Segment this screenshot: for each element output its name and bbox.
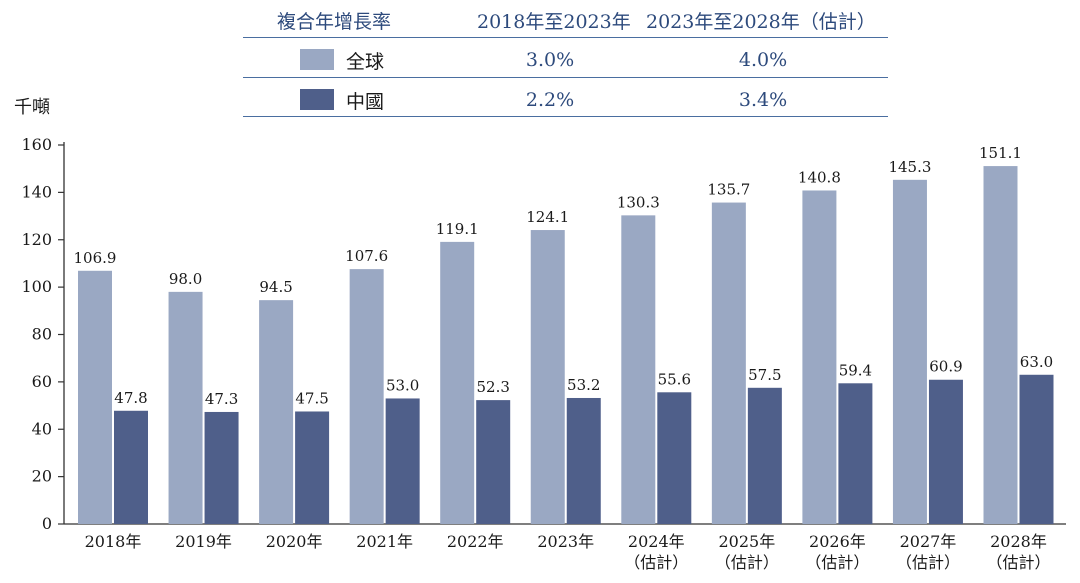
data-label-china: 53.0: [386, 376, 419, 394]
data-label-china: 47.5: [295, 389, 328, 407]
y-tick-label: 100: [21, 277, 52, 296]
data-label-china: 60.9: [929, 358, 962, 376]
table-rule-top: [243, 37, 888, 38]
x-tick-label: （估計）: [624, 553, 688, 572]
bar-china: [476, 400, 511, 524]
bar-china: [295, 411, 330, 524]
y-tick-label: 40: [32, 419, 52, 438]
bar-china: [114, 410, 148, 524]
data-label-global: 140.8: [798, 168, 841, 186]
bar-global: [711, 202, 746, 525]
data-label-global: 135.7: [707, 181, 750, 199]
data-label-china: 53.2: [567, 376, 600, 394]
x-tick-label: （估計）: [805, 553, 869, 572]
x-tick-label: 2024年: [628, 532, 685, 551]
y-tick-label: 20: [32, 467, 52, 486]
y-tick-label: 140: [21, 182, 52, 201]
y-tick-label: 120: [21, 230, 52, 249]
bar-china: [204, 411, 239, 524]
x-tick-label: （估計）: [715, 553, 779, 572]
bar-global: [259, 300, 294, 524]
legend-swatch-china: [300, 89, 334, 110]
x-tick-label: 2027年: [900, 532, 957, 551]
data-label-global: 107.6: [345, 247, 388, 265]
cagr-header-label: 複合年增長率: [277, 11, 392, 33]
bar-global: [440, 241, 475, 524]
bar-china: [747, 387, 782, 524]
bar-global: [349, 269, 384, 524]
data-label-china: 47.8: [114, 389, 147, 407]
data-label-global: 106.9: [74, 249, 117, 267]
data-label-global: 119.1: [436, 220, 479, 238]
bar-global: [892, 179, 927, 524]
cagr-col2-header: 2023年至2028年（估計）: [646, 11, 876, 33]
bar-china: [1019, 374, 1054, 524]
data-label-global: 94.5: [259, 278, 292, 296]
data-label-global: 130.3: [617, 193, 660, 211]
y-axis-unit-label: 千噸: [14, 97, 50, 118]
legend-label-global: 全球: [346, 51, 385, 73]
x-tick-label: 2020年: [266, 532, 323, 551]
legend-swatch-global: [300, 49, 334, 70]
bar-global: [530, 230, 565, 524]
x-tick-label: （估計）: [896, 553, 960, 572]
x-tick-label: 2018年: [85, 532, 142, 551]
y-tick-label: 80: [32, 325, 52, 344]
bar-china: [566, 397, 601, 524]
data-label-china: 57.5: [748, 366, 781, 384]
y-tick-label: 0: [42, 514, 52, 533]
cagr-china-2023-2028: 3.4%: [738, 89, 788, 111]
data-label-china: 63.0: [1020, 353, 1053, 371]
data-label-global: 145.3: [888, 158, 931, 176]
cagr-legend-table: 複合年增長率 2018年至2023年 2023年至2028年（估計） 全球 3.…: [243, 0, 888, 118]
x-tick-label: 2019年: [175, 532, 232, 551]
x-tick-label: 2021年: [356, 532, 413, 551]
cagr-china-2018-2023: 2.2%: [525, 89, 575, 111]
bar-china: [385, 398, 420, 524]
x-tick-label: 2022年: [447, 532, 504, 551]
y-tick-label: 60: [32, 372, 52, 391]
bar-global: [802, 190, 837, 525]
bar-global: [621, 215, 656, 524]
data-label-global: 98.0: [169, 270, 202, 288]
bar-global: [983, 166, 1018, 524]
table-rule-bottom: [243, 116, 888, 117]
x-tick-label: 2026年: [809, 532, 866, 551]
bar-china: [657, 392, 692, 524]
data-label-global: 151.1: [979, 144, 1022, 162]
x-tick-label: （估計）: [986, 553, 1050, 572]
bar-global: [168, 291, 203, 524]
y-tick-label: 160: [21, 135, 52, 154]
bar-china: [838, 383, 873, 524]
legend-label-china: 中國: [346, 91, 385, 113]
cagr-global-2018-2023: 3.0%: [525, 49, 575, 71]
cagr-col1-header: 2018年至2023年: [477, 11, 631, 33]
data-label-china: 55.6: [658, 370, 691, 388]
x-tick-label: 2025年: [718, 532, 775, 551]
data-label-china: 59.4: [839, 361, 872, 379]
data-label-global: 124.1: [526, 208, 569, 226]
cagr-global-2023-2028: 4.0%: [738, 49, 788, 71]
table-rule-middle: [243, 77, 888, 78]
x-tick-label: 2028年: [990, 532, 1047, 551]
x-tick-label: 2023年: [537, 532, 594, 551]
bar-global: [78, 270, 112, 524]
data-label-china: 52.3: [476, 378, 509, 396]
bar-china: [928, 379, 963, 524]
data-label-china: 47.3: [205, 390, 238, 408]
